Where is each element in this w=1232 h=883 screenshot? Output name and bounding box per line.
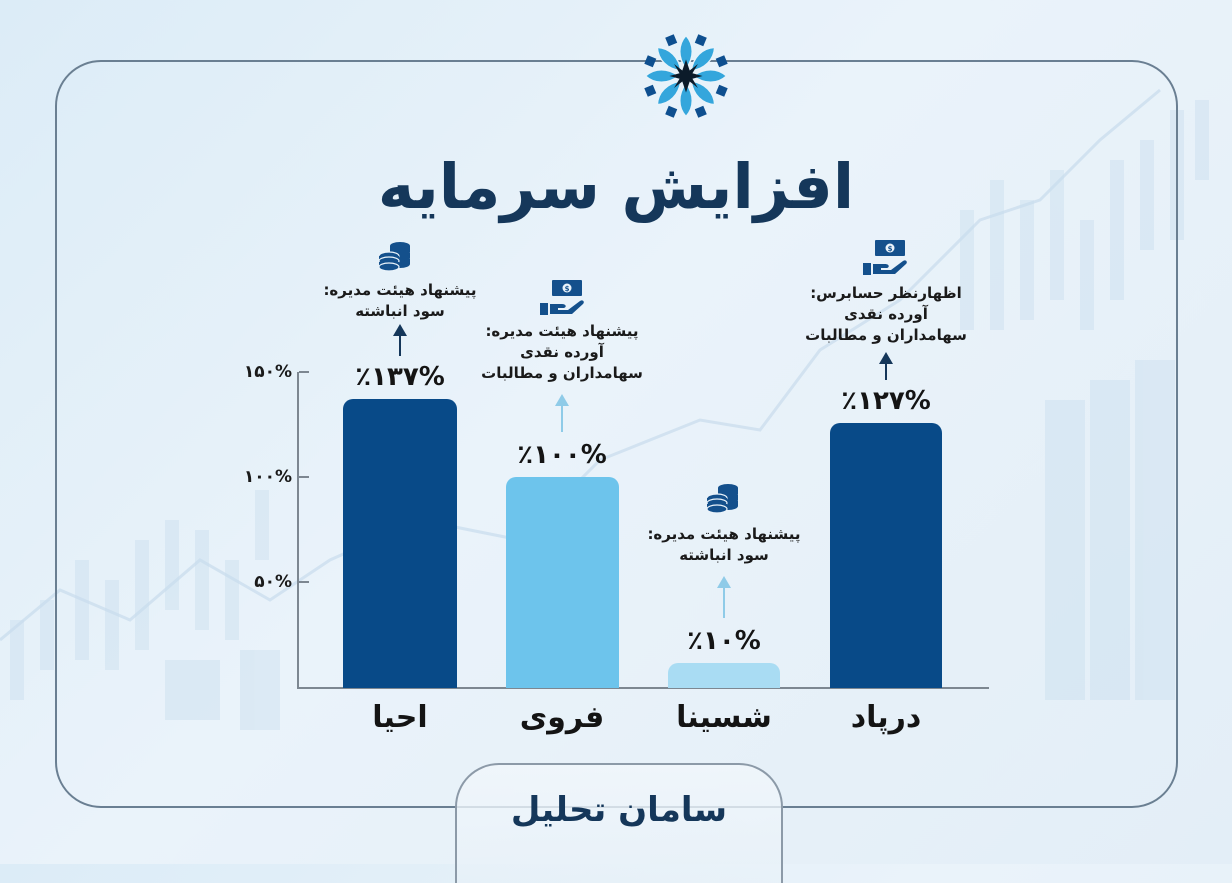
annotation-line: سهامداران و مطالبات [481, 364, 643, 382]
annotation-line: سود انباشته [679, 546, 769, 564]
x-category-label: شسینا [676, 700, 772, 735]
coins-stack-icon [378, 242, 410, 272]
y-tick-label: ۵۰% [254, 572, 292, 592]
footer-brand-tab [455, 763, 783, 883]
cash-hand-icon: $ [863, 240, 907, 275]
annotation-line: پیشنهاد هیئت مدیره: [485, 322, 639, 340]
footer-brand: سامان تحلیل [510, 790, 728, 830]
arrow-up-icon [555, 394, 569, 432]
bar-annotation: پیشنهاد هیئت مدیره: آورده نقدی سهامداران… [462, 321, 662, 384]
x-axis-line [297, 687, 989, 689]
bar-shasina [668, 663, 780, 688]
y-tick [299, 371, 309, 373]
cash-hand-icon: $ [540, 280, 584, 315]
annotation-line: پیشنهاد هیئت مدیره: [647, 525, 801, 543]
svg-text:$: $ [888, 245, 893, 253]
bar-darpad [830, 423, 942, 688]
page-title: افزایش سرمایه [377, 150, 855, 223]
bar-annotation: پیشنهاد هیئت مدیره: سود انباشته [624, 524, 824, 566]
y-tick [299, 581, 309, 583]
annotation-line: آورده نقدی [844, 305, 928, 323]
y-axis-line [297, 372, 299, 689]
annotation-line: سود انباشته [355, 302, 445, 320]
x-category-label: فروی [519, 700, 605, 735]
bar-value-label: ٪۱۲۷% [841, 386, 931, 416]
arrow-up-icon [717, 576, 731, 618]
annotation-line: آورده نقدی [520, 343, 604, 361]
rosette-logo-icon [644, 34, 728, 118]
bar-faravi [506, 477, 619, 688]
x-category-label: احیا [372, 700, 428, 735]
svg-text:$: $ [565, 285, 570, 293]
y-tick-label: ۱۰۰% [243, 467, 292, 487]
annotation-line: سهامداران و مطالبات [805, 326, 967, 344]
bar-ehya [343, 399, 457, 688]
bar-annotation: پیشنهاد هیئت مدیره: سود انباشته [300, 280, 500, 322]
bar-value-label: ٪۱۰۰% [517, 440, 607, 470]
arrow-up-icon [879, 352, 893, 380]
x-category-label: درپاد [850, 700, 922, 735]
bar-annotation: اظهارنظر حسابرس: آورده نقدی سهامداران و … [786, 283, 986, 346]
bar-value-label: ٪۱۰% [687, 626, 761, 656]
arrow-up-icon [393, 324, 407, 356]
coins-stack-icon [706, 484, 738, 514]
annotation-line: پیشنهاد هیئت مدیره: [323, 281, 477, 299]
y-tick-label: ۱۵۰% [243, 362, 292, 382]
annotation-line: اظهارنظر حسابرس: [810, 284, 962, 302]
bar-value-label: ٪۱۳۷% [355, 362, 445, 392]
y-tick [299, 476, 309, 478]
